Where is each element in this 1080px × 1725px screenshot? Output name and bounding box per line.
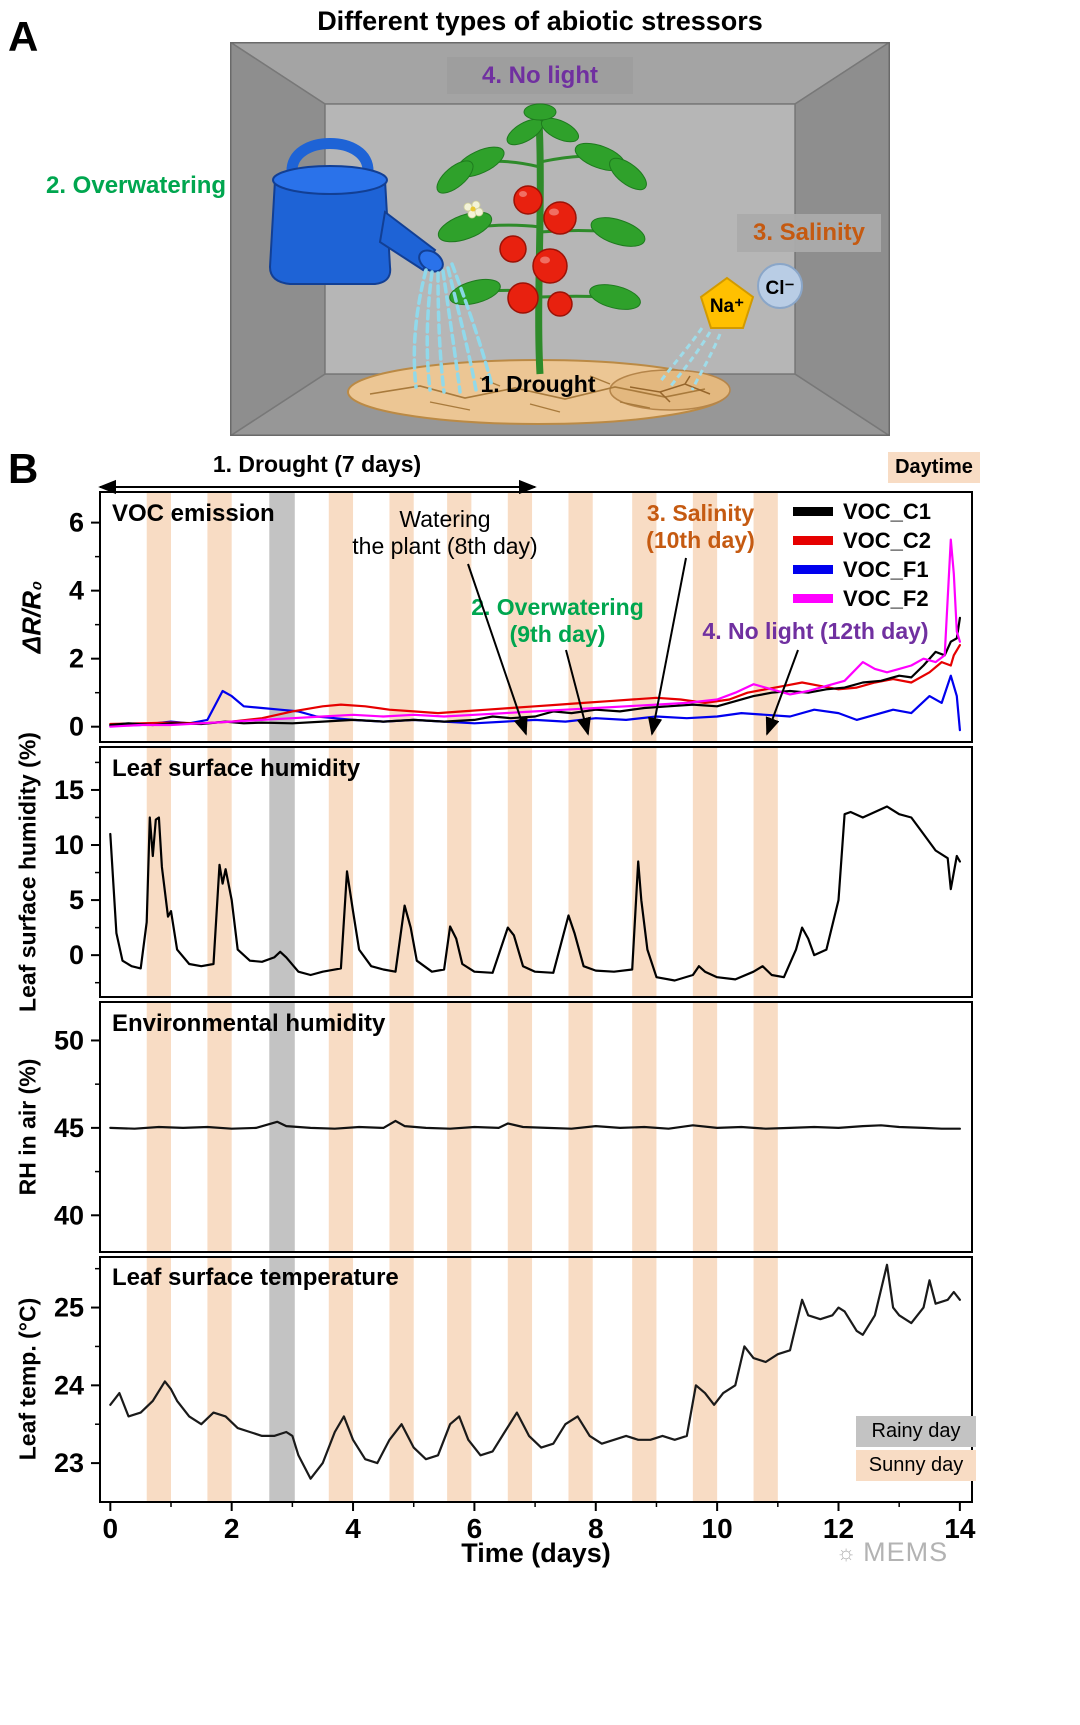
watering-annotation: Watering the plant (8th day) — [330, 506, 560, 560]
sunny-day-legend: Sunny day — [856, 1450, 976, 1481]
svg-text:0: 0 — [103, 1513, 119, 1544]
watermark: ☼ MEMS — [836, 1537, 948, 1568]
svg-text:4: 4 — [69, 576, 84, 606]
overwatering-annotation: 2. Overwatering (9th day) — [450, 594, 665, 648]
drought-label: 1. Drought — [480, 371, 596, 397]
salt-streams-icon — [658, 327, 722, 391]
voc-y-axis-label: ΔR/R₀ — [16, 580, 47, 654]
svg-text:15: 15 — [54, 775, 84, 805]
salinity-annotation-line2: (10th day) — [646, 527, 755, 553]
overwatering-annotation-line1: 2. Overwatering — [471, 594, 644, 620]
daytime-legend: Daytime — [888, 452, 980, 483]
watering-annotation-line2: the plant (8th day) — [352, 533, 538, 559]
env-humidity-y-axis-label: RH in air (%) — [14, 1058, 41, 1196]
svg-text:6: 6 — [467, 1513, 483, 1544]
svg-text:0: 0 — [69, 940, 84, 970]
water-streams-icon — [412, 262, 494, 394]
svg-text:2: 2 — [224, 1513, 240, 1544]
no-light-annotation: 4. No light (12th day) — [688, 618, 943, 645]
leaf-surface-humidity-chart: 0 5 10 15 — [54, 746, 973, 998]
legend-label: VOC_C1 — [843, 498, 932, 524]
salinity-label: 3. Salinity — [737, 214, 881, 252]
legend-label: VOC_F2 — [843, 585, 929, 611]
svg-text:4: 4 — [345, 1513, 361, 1544]
svg-text:23: 23 — [54, 1448, 84, 1478]
na-ion-badge: Na⁺ — [699, 276, 755, 329]
watermark-text: MEMS — [863, 1537, 949, 1567]
panel-b-label: B — [8, 445, 39, 492]
leaf-temp-chart-title: Leaf surface temperature — [112, 1264, 399, 1291]
watering-annotation-line1: Watering — [399, 506, 491, 532]
leaf-temp-y-axis-label: Leaf temp. (°C) — [14, 1297, 41, 1461]
leaf-humidity-chart-title: Leaf surface humidity — [112, 755, 361, 782]
legend-row: VOC_F2 — [793, 584, 931, 613]
svg-text:6: 6 — [69, 508, 84, 538]
legend-line-swatch — [793, 565, 833, 574]
cl-ion-badge: Cl⁻ — [757, 263, 803, 309]
legend-label: VOC_C2 — [843, 527, 932, 553]
svg-text:5: 5 — [69, 885, 84, 915]
legend-row: VOC_C1 — [793, 497, 931, 526]
svg-text:24: 24 — [54, 1370, 84, 1400]
leaf-humidity-y-axis-label: Leaf surface humidity (%) — [14, 732, 41, 1012]
no-light-label: 4. No light — [447, 57, 633, 94]
voc-series-legend: VOC_C1 VOC_C2 VOC_F1 VOC_F2 — [793, 497, 931, 613]
env-humidity-chart-title: Environmental humidity — [112, 1010, 386, 1037]
environmental-humidity-chart: 40 45 50 — [54, 1001, 973, 1253]
svg-text:45: 45 — [54, 1113, 84, 1143]
no-light-annotation-text: 4. No light (12th day) — [702, 618, 929, 644]
legend-line-swatch — [793, 507, 833, 516]
svg-text:10: 10 — [54, 830, 84, 860]
figure-a-title: Different types of abiotic stressors — [317, 6, 763, 36]
salinity-annotation-line1: 3. Salinity — [646, 500, 755, 526]
svg-text:40: 40 — [54, 1200, 84, 1230]
svg-text:12: 12 — [823, 1513, 854, 1544]
legend-row: VOC_C2 — [793, 526, 931, 555]
legend-row: VOC_F1 — [793, 555, 931, 584]
leaf-temperature-chart: 23 24 25 0 2 4 6 8 10 12 14 — [54, 1256, 976, 1544]
watering-can-icon — [268, 138, 444, 285]
salinity-annotation: 3. Salinity (10th day) — [618, 500, 783, 554]
cl-ion-label: Cl⁻ — [765, 278, 794, 299]
legend-line-swatch — [793, 536, 833, 545]
svg-text:2: 2 — [69, 644, 84, 674]
mems-logo-icon: ☼ — [836, 1539, 858, 1565]
svg-text:10: 10 — [702, 1513, 733, 1544]
tomato-plant-icon — [436, 103, 647, 375]
svg-text:50: 50 — [54, 1025, 84, 1055]
svg-text:14: 14 — [944, 1513, 976, 1544]
voc-chart-title: VOC emission — [112, 500, 275, 527]
drought-duration-label: 1. Drought (7 days) — [212, 451, 422, 477]
x-axis-label: Time (days) — [461, 1538, 611, 1568]
legend-label: VOC_F1 — [843, 556, 929, 582]
overwatering-annotation-line2: (9th day) — [509, 621, 606, 647]
svg-text:0: 0 — [69, 712, 84, 742]
panel-a-label: A — [8, 13, 39, 60]
legend-line-swatch — [793, 594, 833, 603]
svg-text:25: 25 — [54, 1293, 84, 1323]
svg-text:8: 8 — [588, 1513, 604, 1544]
na-ion-label: Na⁺ — [710, 296, 744, 317]
overwatering-label: 2. Overwatering — [46, 172, 227, 199]
rainy-day-legend: Rainy day — [856, 1416, 976, 1447]
